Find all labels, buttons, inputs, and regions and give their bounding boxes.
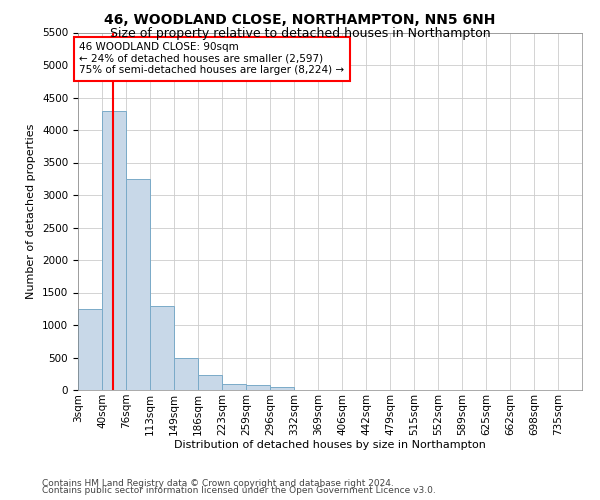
Text: Contains HM Land Registry data © Crown copyright and database right 2024.: Contains HM Land Registry data © Crown c… [42, 478, 394, 488]
Bar [222, 384, 246, 390]
Bar [126, 179, 150, 390]
Bar [198, 376, 222, 390]
X-axis label: Distribution of detached houses by size in Northampton: Distribution of detached houses by size … [174, 440, 486, 450]
Text: 46 WOODLAND CLOSE: 90sqm
← 24% of detached houses are smaller (2,597)
75% of sem: 46 WOODLAND CLOSE: 90sqm ← 24% of detach… [79, 42, 344, 76]
Bar [150, 306, 174, 390]
Text: 46, WOODLAND CLOSE, NORTHAMPTON, NN5 6NH: 46, WOODLAND CLOSE, NORTHAMPTON, NN5 6NH [104, 12, 496, 26]
Bar [270, 387, 294, 390]
Bar [102, 110, 126, 390]
Bar [78, 308, 102, 390]
Bar [246, 385, 270, 390]
Text: Size of property relative to detached houses in Northampton: Size of property relative to detached ho… [110, 28, 490, 40]
Bar [174, 358, 198, 390]
Text: Contains public sector information licensed under the Open Government Licence v3: Contains public sector information licen… [42, 486, 436, 495]
Y-axis label: Number of detached properties: Number of detached properties [26, 124, 37, 299]
